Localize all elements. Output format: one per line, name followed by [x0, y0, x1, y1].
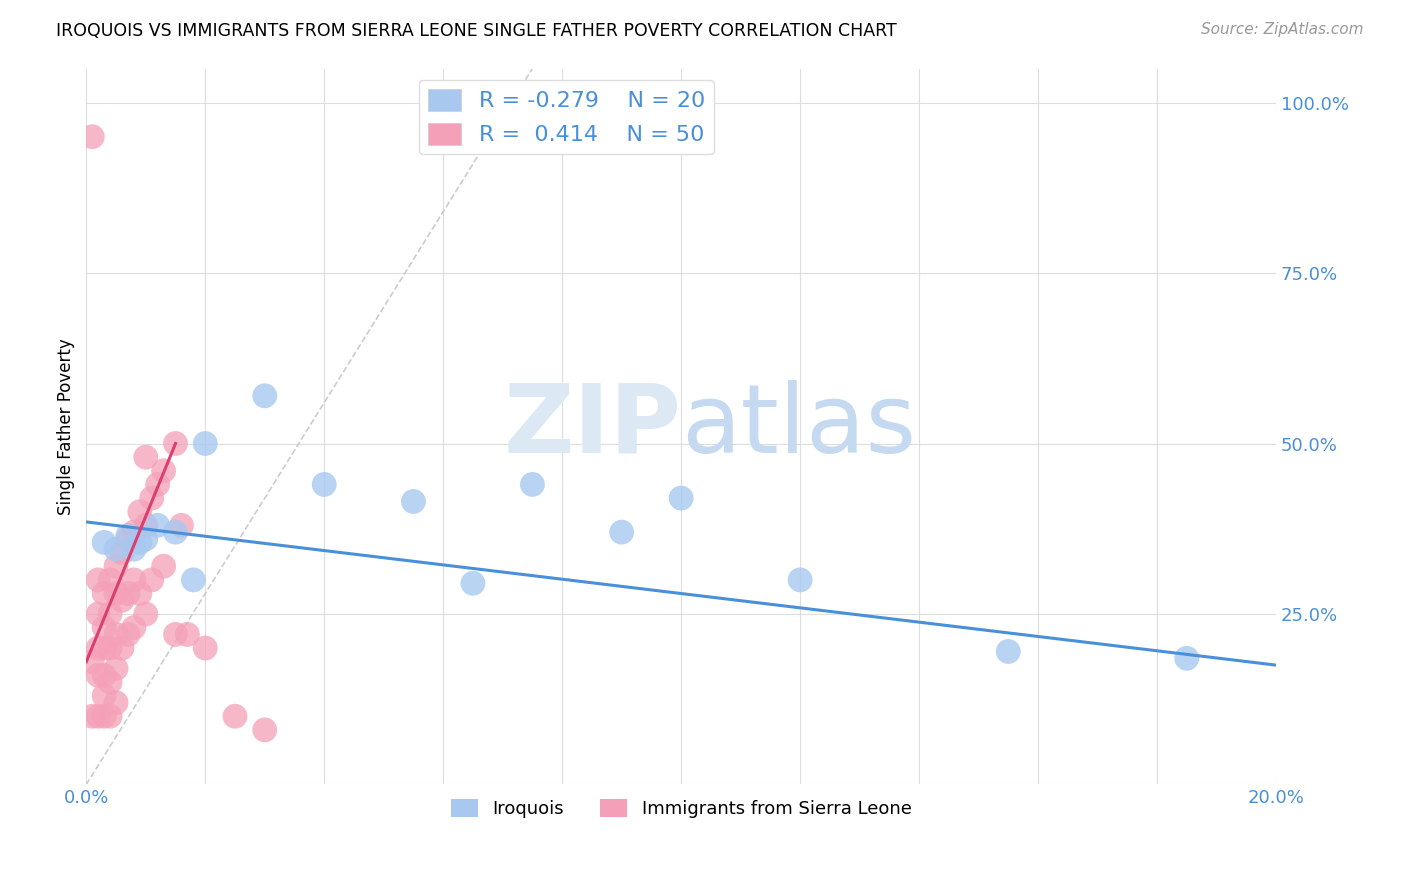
- Point: [98, 641, 121, 656]
- Point: [135, 607, 157, 621]
- Point: [105, 627, 128, 641]
- Point: [224, 709, 246, 723]
- Text: ZIP: ZIP: [503, 380, 681, 473]
- Point: [117, 627, 139, 641]
- Point: [122, 542, 145, 557]
- Point: [93, 668, 115, 682]
- Point: [789, 573, 811, 587]
- Point: [98, 675, 121, 690]
- Y-axis label: Single Father Poverty: Single Father Poverty: [58, 338, 75, 515]
- Point: [997, 644, 1019, 658]
- Point: [522, 477, 544, 491]
- Point: [194, 641, 217, 656]
- Point: [152, 559, 174, 574]
- Point: [669, 491, 692, 505]
- Point: [165, 627, 187, 641]
- Point: [105, 542, 128, 557]
- Point: [146, 477, 169, 491]
- Point: [1175, 651, 1198, 665]
- Point: [165, 436, 187, 450]
- Point: [152, 464, 174, 478]
- Legend: Iroquois, Immigrants from Sierra Leone: Iroquois, Immigrants from Sierra Leone: [443, 792, 918, 825]
- Text: IROQUOIS VS IMMIGRANTS FROM SIERRA LEONE SINGLE FATHER POVERTY CORRELATION CHART: IROQUOIS VS IMMIGRANTS FROM SIERRA LEONE…: [56, 22, 897, 40]
- Point: [105, 559, 128, 574]
- Point: [105, 661, 128, 675]
- Point: [135, 450, 157, 465]
- Point: [93, 689, 115, 703]
- Point: [93, 641, 115, 656]
- Point: [194, 436, 217, 450]
- Point: [105, 586, 128, 600]
- Point: [87, 668, 110, 682]
- Point: [98, 573, 121, 587]
- Point: [165, 525, 187, 540]
- Point: [122, 573, 145, 587]
- Point: [87, 607, 110, 621]
- Point: [253, 723, 276, 737]
- Point: [610, 525, 633, 540]
- Point: [87, 573, 110, 587]
- Point: [183, 573, 205, 587]
- Text: atlas: atlas: [681, 380, 917, 473]
- Point: [111, 546, 134, 560]
- Point: [111, 593, 134, 607]
- Point: [82, 129, 104, 144]
- Point: [314, 477, 336, 491]
- Point: [141, 573, 163, 587]
- Point: [141, 491, 163, 505]
- Point: [176, 627, 198, 641]
- Point: [111, 641, 134, 656]
- Point: [93, 621, 115, 635]
- Point: [93, 586, 115, 600]
- Point: [117, 532, 139, 546]
- Point: [461, 576, 484, 591]
- Point: [128, 586, 150, 600]
- Point: [93, 535, 115, 549]
- Point: [170, 518, 193, 533]
- Point: [135, 532, 157, 546]
- Point: [128, 505, 150, 519]
- Point: [82, 709, 104, 723]
- Point: [253, 389, 276, 403]
- Point: [117, 528, 139, 542]
- Point: [98, 709, 121, 723]
- Point: [122, 525, 145, 540]
- Point: [87, 709, 110, 723]
- Point: [93, 709, 115, 723]
- Point: [87, 641, 110, 656]
- Text: Source: ZipAtlas.com: Source: ZipAtlas.com: [1201, 22, 1364, 37]
- Point: [135, 518, 157, 533]
- Point: [98, 607, 121, 621]
- Point: [128, 535, 150, 549]
- Point: [122, 621, 145, 635]
- Point: [105, 696, 128, 710]
- Point: [117, 586, 139, 600]
- Point: [402, 494, 425, 508]
- Point: [146, 518, 169, 533]
- Point: [82, 655, 104, 669]
